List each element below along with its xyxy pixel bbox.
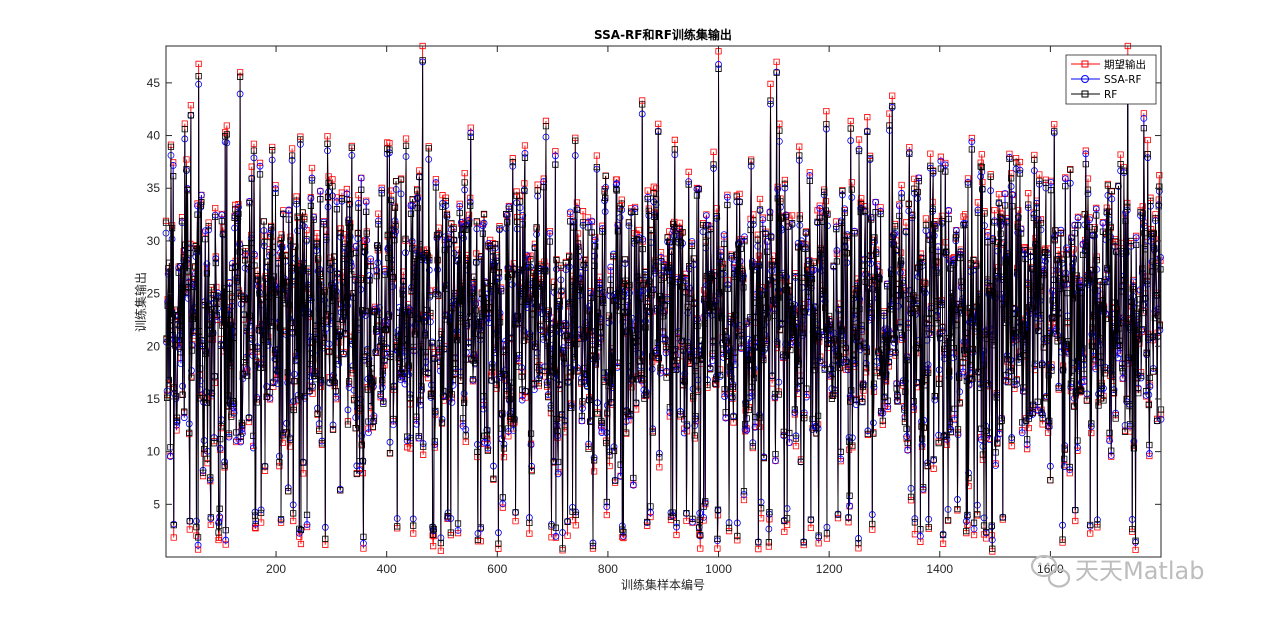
series-rf [162, 57, 1165, 552]
x-tick-label: 600 [487, 562, 507, 576]
series-markers-rf [162, 57, 1165, 552]
legend-label-expected: 期望输出 [1104, 58, 1146, 71]
legend: 期望输出 SSA-RF RF [1065, 54, 1157, 105]
wechat-icon [1030, 554, 1071, 588]
legend-label-ssa-rf: SSA-RF [1104, 74, 1142, 86]
chart-title: SSA-RF和RF训练集输出 [594, 27, 732, 42]
x-tick-label: 1000 [705, 562, 732, 576]
x-tick-label: 1400 [926, 562, 953, 576]
legend-marker-rf [1081, 90, 1089, 98]
watermark: 天天Matlab [1030, 554, 1204, 588]
y-tick-label: 40 [147, 129, 161, 143]
y-tick-label: 30 [147, 234, 161, 248]
y-tick-label: 20 [147, 339, 161, 353]
legend-marker-ssa-rf [1081, 75, 1089, 83]
axes-box [165, 45, 1162, 558]
x-tick-label: 400 [377, 562, 397, 576]
y-tick-label: 5 [153, 497, 160, 511]
watermark-text: 天天Matlab [1075, 557, 1204, 585]
x-tick-label: 800 [598, 562, 618, 576]
legend-entry-ssa-rf: SSA-RF [1071, 74, 1142, 86]
y-tick-label: 15 [147, 392, 161, 406]
x-axis-label: 训练集样本编号 [621, 577, 705, 592]
x-tick-label: 200 [266, 562, 286, 576]
plot-area: 200 400 600 800 1000 1200 1400 1600 5 10 15 20 25 30… [147, 42, 1165, 576]
y-tick-label: 45 [147, 76, 161, 90]
y-tick-label: 10 [147, 445, 161, 459]
y-axis: 5 10 15 20 25 30 35 40 45 [147, 76, 1161, 511]
y-tick-label: 25 [147, 287, 161, 301]
legend-marker-expected [1081, 60, 1089, 68]
series-group [162, 42, 1165, 555]
y-tick-label: 35 [147, 181, 161, 195]
y-axis-label: 训练集输出 [133, 272, 148, 332]
x-axis: 200 400 600 800 1000 1200 1400 1600 [266, 46, 1064, 576]
x-tick-label: 1200 [816, 562, 843, 576]
x-tick-label: 1600 [1037, 562, 1064, 576]
legend-entry-expected: 期望输出 [1071, 58, 1146, 71]
legend-label-rf: RF [1104, 89, 1117, 101]
legend-entry-rf: RF [1071, 89, 1117, 101]
